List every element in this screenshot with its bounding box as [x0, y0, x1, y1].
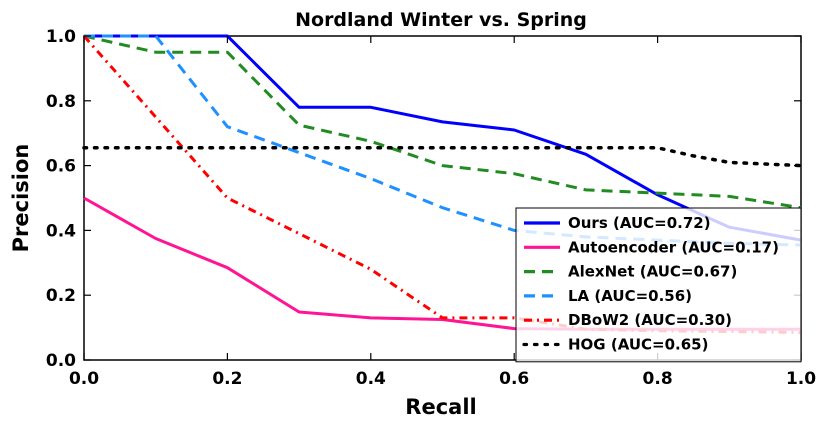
legend-label: Autoencoder (AUC=0.17) [568, 238, 779, 256]
y-tick-label: 0.6 [46, 157, 76, 177]
x-tick-label: 0.4 [356, 369, 386, 389]
series-line-3 [83, 34, 802, 210]
y-tick-label: 0.0 [46, 351, 76, 371]
y-axis-label: Precision [9, 144, 33, 253]
legend-label: DBoW2 (AUC=0.30) [568, 311, 732, 329]
chart-title: Nordland Winter vs. Spring [295, 9, 587, 31]
x-tick-label: 0.6 [499, 369, 529, 389]
y-tick-label: 0.4 [46, 221, 76, 241]
ticks-layer: 0.0 0.2 0.4 0.6 0.8 1.0 0.0 0.2 0.4 0.6 0.8 1.0 [46, 27, 816, 389]
y-tick-label: 1.0 [46, 27, 76, 47]
y-tick-label: 0.8 [46, 92, 76, 112]
legend-label: Ours (AUC=0.72) [568, 214, 711, 232]
legend-label: LA (AUC=0.56) [568, 287, 692, 305]
legend-label: AlexNet (AUC=0.67) [568, 263, 737, 281]
legend-box [515, 207, 802, 363]
legend: Ours (AUC=0.72) Autoencoder (AUC=0.17) Ale… [515, 207, 802, 363]
series-line-4 [84, 34, 802, 247]
legend-label: HOG (AUC=0.65) [568, 336, 708, 354]
x-tick-label: 0.2 [212, 369, 242, 389]
x-tick-label: 0.8 [643, 369, 673, 389]
x-tick-label: 1.0 [786, 369, 816, 389]
y-tick-label: 0.2 [46, 286, 76, 306]
x-axis-label: Recall [405, 395, 476, 419]
x-tick-label: 0.0 [69, 369, 99, 389]
